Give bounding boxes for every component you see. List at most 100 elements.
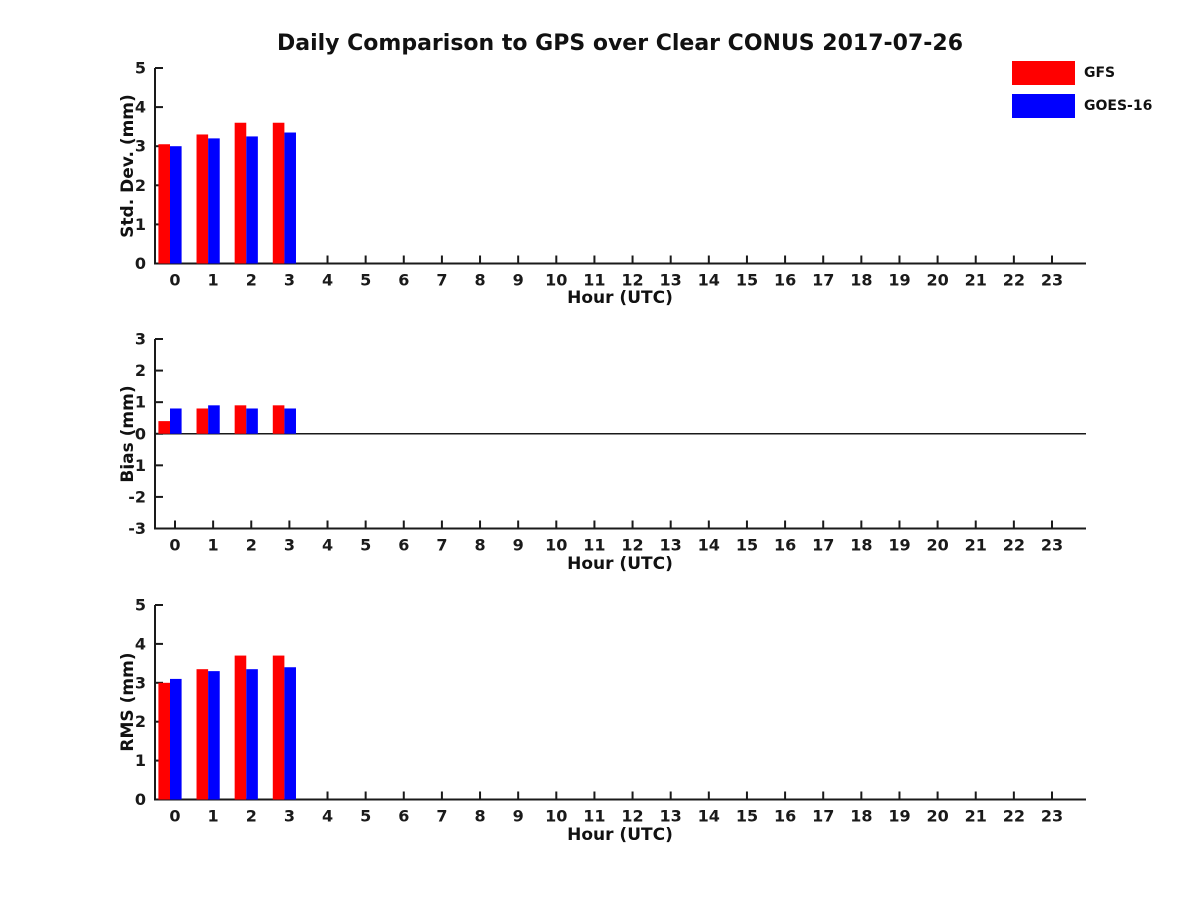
- subplot-rms: 0 1 2 3 4 5 6 7 8 9 10 11 12 13 14 15 16 17 18 19 20 21 22 2301…: [135, 596, 1086, 826]
- x-tick-label: 9: [513, 536, 524, 555]
- legend-label-gfs: GFS: [1084, 65, 1116, 81]
- bar-gfs-hour-2: [234, 655, 247, 800]
- bar-gfs-hour-0: [158, 682, 170, 800]
- y-tick-label: 3: [135, 137, 146, 156]
- x-tick-label: 4: [322, 271, 333, 290]
- legend-label-goes16: GOES-16: [1084, 98, 1153, 114]
- bar-goes-16-hour-2: [246, 136, 258, 264]
- y-tick-label: 2: [135, 712, 146, 731]
- bar-goes-16-hour-1: [208, 138, 220, 264]
- y-tick-label: 4: [135, 634, 146, 653]
- x-tick-label: 14: [698, 271, 720, 290]
- x-tick-label: 15: [736, 807, 758, 826]
- y-tick-label: 0: [135, 254, 146, 273]
- x-tick-label: 1: [208, 536, 219, 555]
- x-tick-label: 1: [208, 271, 219, 290]
- x-tick-label: 10: [545, 536, 567, 555]
- bar-goes-16-hour-0: [170, 146, 182, 264]
- x-tick-label: 5: [360, 807, 371, 826]
- x-tick-label: 5: [360, 271, 371, 290]
- x-tick-label: 22: [1003, 536, 1025, 555]
- x-tick-label: 21: [965, 807, 987, 826]
- legend-swatch-goes16: [1012, 94, 1075, 118]
- bar-gfs-hour-3: [272, 655, 285, 800]
- x-tick-label: 22: [1003, 807, 1025, 826]
- x-tick-label: 0: [169, 271, 180, 290]
- x-tick-label: 2: [246, 271, 257, 290]
- x-axis-label-std-dev: Hour (UTC): [567, 288, 673, 308]
- y-tick-label: 1: [135, 215, 146, 234]
- legend-swatch-gfs: [1012, 61, 1075, 85]
- x-tick-label: 18: [850, 536, 872, 555]
- x-tick-label: 19: [888, 271, 910, 290]
- bar-gfs-hour-1: [196, 408, 209, 434]
- x-tick-label: 22: [1003, 271, 1025, 290]
- x-tick-label: 4: [322, 536, 333, 555]
- bar-goes-16-hour-0: [170, 678, 182, 800]
- x-tick-label: 14: [698, 536, 720, 555]
- y-tick-label: 0: [135, 424, 146, 443]
- bar-gfs-hour-0: [158, 144, 170, 264]
- y-axis-label-rms: RMS (mm): [118, 652, 138, 751]
- x-tick-label: 16: [774, 536, 796, 555]
- y-tick-label: 5: [135, 596, 146, 615]
- bar-goes-16-hour-2: [246, 408, 258, 434]
- y-tick-label: 2: [135, 361, 146, 380]
- x-tick-label: 8: [474, 536, 485, 555]
- y-tick-label: -2: [128, 487, 146, 506]
- x-tick-label: 16: [774, 271, 796, 290]
- x-tick-label: 19: [888, 807, 910, 826]
- x-tick-label: 7: [436, 536, 447, 555]
- x-tick-label: 20: [926, 271, 948, 290]
- bar-goes-16-hour-0: [170, 408, 182, 434]
- x-tick-label: 7: [436, 271, 447, 290]
- x-tick-label: 17: [812, 807, 834, 826]
- x-tick-label: 18: [850, 271, 872, 290]
- x-tick-label: 15: [736, 271, 758, 290]
- x-tick-label: 21: [965, 271, 987, 290]
- x-tick-label: 21: [965, 536, 987, 555]
- x-tick-label: 11: [583, 536, 605, 555]
- x-tick-label: 3: [284, 536, 295, 555]
- bar-goes-16-hour-2: [246, 669, 258, 800]
- x-tick-label: 19: [888, 536, 910, 555]
- bar-goes-16-hour-1: [208, 405, 220, 434]
- x-tick-label: 6: [398, 536, 409, 555]
- x-tick-label: 18: [850, 807, 872, 826]
- legend-item-goes16: GOES-16: [1012, 94, 1152, 118]
- x-tick-label: 9: [513, 807, 524, 826]
- y-tick-label: 1: [135, 393, 146, 412]
- y-tick-label: 5: [135, 59, 146, 78]
- bar-gfs-hour-0: [158, 421, 170, 434]
- y-tick-label: 0: [135, 790, 146, 809]
- y-tick-label: 1: [135, 751, 146, 770]
- y-tick-label: 2: [135, 176, 146, 195]
- x-tick-label: 16: [774, 807, 796, 826]
- x-tick-label: 10: [545, 271, 567, 290]
- x-tick-label: 3: [284, 807, 295, 826]
- x-tick-label: 8: [474, 807, 485, 826]
- x-tick-label: 11: [583, 271, 605, 290]
- x-tick-label: 6: [398, 807, 409, 826]
- bar-gfs-hour-3: [272, 122, 285, 264]
- y-axis-label-std-dev: Std. Dev. (mm): [118, 94, 138, 238]
- x-tick-label: 4: [322, 807, 333, 826]
- x-axis-label-rms: Hour (UTC): [567, 825, 673, 845]
- bar-gfs-hour-2: [234, 122, 247, 264]
- x-axis-label-bias: Hour (UTC): [567, 554, 673, 574]
- y-tick-label: 4: [135, 98, 146, 117]
- x-tick-label: 1: [208, 807, 219, 826]
- bar-goes-16-hour-3: [284, 667, 296, 800]
- x-tick-label: 3: [284, 271, 295, 290]
- y-tick-label: 3: [135, 673, 146, 692]
- y-axis-label-bias: Bias (mm): [118, 385, 138, 482]
- legend-item-gfs: GFS: [1012, 61, 1152, 85]
- bar-goes-16-hour-3: [284, 408, 296, 434]
- bar-goes-16-hour-3: [284, 132, 296, 264]
- x-tick-label: 12: [621, 807, 643, 826]
- y-tick-label: -1: [128, 456, 146, 475]
- x-tick-label: 20: [926, 807, 948, 826]
- x-tick-label: 6: [398, 271, 409, 290]
